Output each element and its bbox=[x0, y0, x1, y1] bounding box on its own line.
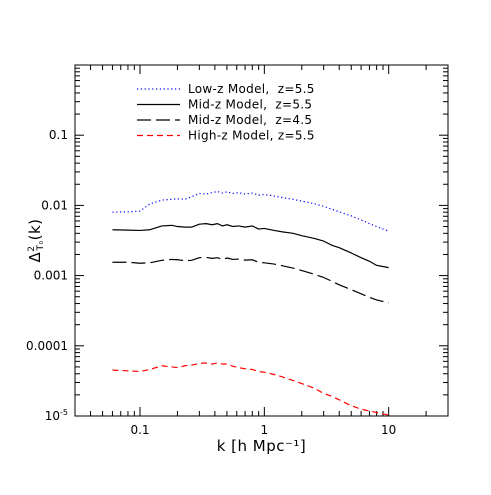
y-axis-label-superscript: 2 bbox=[27, 246, 37, 252]
y-tick-label: 10-5 bbox=[45, 408, 68, 423]
y-axis-label-subscript: T₀ bbox=[36, 240, 46, 251]
series-line-3 bbox=[112, 256, 389, 304]
legend-label: High-z Model, z=5.5 bbox=[188, 129, 315, 143]
y-tick-label: 0.001 bbox=[34, 269, 68, 283]
legend: Low-z Model, z=5.5 Mid-z Model, z=5.5Mid-… bbox=[137, 82, 315, 143]
series-line-4 bbox=[112, 362, 389, 416]
x-tick-label: 1 bbox=[261, 423, 269, 437]
series-line-1 bbox=[112, 190, 389, 232]
y-tick-label: 0.01 bbox=[41, 198, 68, 212]
legend-label: Low-z Model, z=5.5 bbox=[188, 82, 315, 96]
x-tick-label: 0.1 bbox=[130, 423, 149, 437]
y-axis-label: Δ2T₀(k) bbox=[26, 219, 46, 263]
y-axis-label-symbol: Δ bbox=[26, 252, 44, 263]
y-tick-label-base: 10 bbox=[45, 409, 60, 423]
y-tick-label: 0.1 bbox=[49, 128, 68, 142]
legend-label: Mid-z Model, z=4.5 bbox=[188, 113, 312, 127]
x-axis-label: k [h Mpc⁻¹] bbox=[217, 437, 307, 455]
series-lines bbox=[112, 190, 389, 416]
y-tick-label-exponent: -5 bbox=[60, 408, 68, 417]
axis-ticks bbox=[74, 64, 449, 417]
x-tick-label: 10 bbox=[381, 423, 396, 437]
legend-label: Mid-z Model, z=5.5 bbox=[188, 98, 312, 112]
y-tick-label: 0.0001 bbox=[26, 339, 68, 353]
series-line-2 bbox=[112, 223, 389, 269]
y-axis-label-argument: (k) bbox=[26, 219, 44, 241]
plot-frame bbox=[74, 64, 449, 417]
